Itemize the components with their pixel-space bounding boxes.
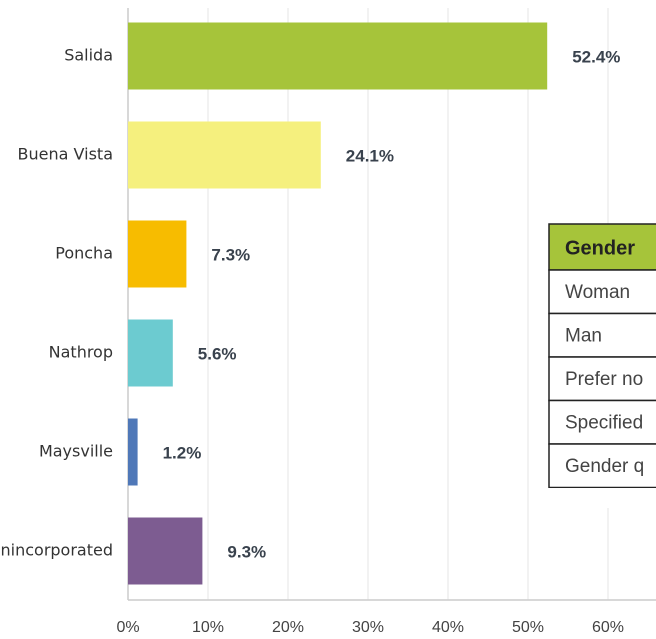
category-label: Salida [64,46,113,65]
x-tick-label: 20% [272,619,304,636]
bar [128,517,203,585]
bar [128,121,321,189]
x-tick-label: 30% [352,619,384,636]
table-row [548,269,656,315]
bar [128,220,187,288]
value-label: 24.1% [346,146,394,165]
x-tick-label: 0% [116,619,139,636]
x-tick-label: 10% [192,619,224,636]
table-cell: Man [565,325,602,346]
table-cell: Woman [565,282,630,303]
table-header-text: Gender [565,237,635,259]
table-clip [547,488,656,508]
x-tick-label: 50% [512,619,544,636]
value-label: 1.2% [163,443,202,462]
table-cell: Prefer no [565,369,643,390]
category-label: Buena Vista [18,145,113,164]
category-label: Poncha [55,244,113,263]
bar [128,418,138,486]
table-cell: Gender q [565,456,644,477]
value-label: 7.3% [211,245,250,264]
table-row [548,356,656,402]
bar [128,22,548,90]
value-label: 9.3% [227,542,266,561]
category-label: Maysville [39,442,113,461]
value-label: 5.6% [198,344,237,363]
x-tick-label: 40% [432,619,464,636]
x-tick-label: 60% [592,619,624,636]
table-row [548,443,656,489]
table-cell: Specified [565,412,643,433]
value-label: 52.4% [572,47,620,66]
category-label: Unincorporated [0,541,113,560]
category-label: Nathrop [49,343,113,362]
bar [128,319,173,387]
table-header [548,223,656,271]
table-row [548,399,656,445]
